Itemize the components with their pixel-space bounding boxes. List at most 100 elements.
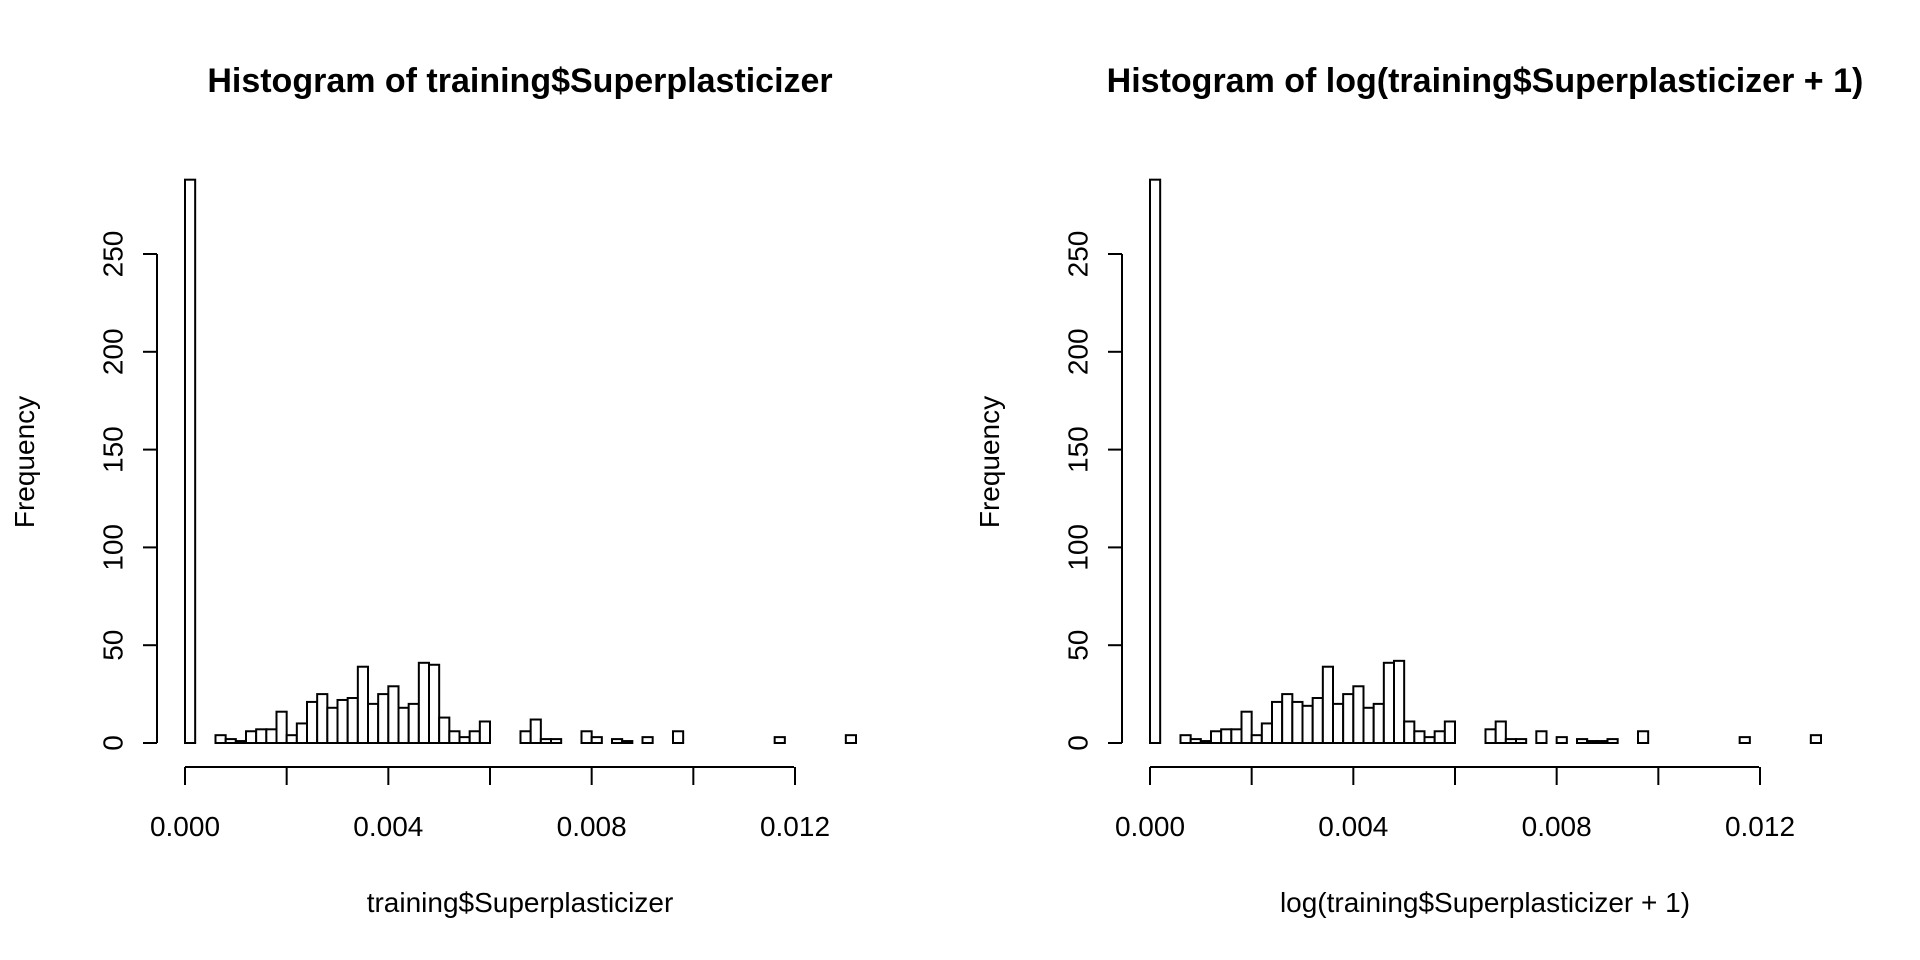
histogram-bar [1738,736,1751,745]
x-tick-label: 0.008 [1522,811,1592,842]
histogram-bar [1413,730,1426,744]
histogram-bar [356,665,370,744]
histogram-bar [1515,738,1528,745]
y-tick-label: 150 [1063,426,1094,473]
histogram-bar [1240,710,1253,744]
histogram-bar [468,730,481,744]
histogram-bar [1403,720,1416,745]
histogram-bar [184,178,197,744]
histogram-bar [346,697,359,745]
x-axis: 0.000 0.004 0.008 0.012 [150,766,830,842]
histogram-bar [1494,720,1507,745]
histogram-bar [1596,740,1609,745]
y-tick-label: 250 [1063,231,1094,278]
histogram-bar [1586,740,1599,745]
histogram-bar [255,728,268,744]
histogram-bar [1372,702,1385,745]
histogram-bar [1149,178,1162,744]
histogram-bar [1271,700,1284,745]
histogram-bar [1332,702,1345,745]
histogram-bar [1443,720,1457,745]
histogram-bar [295,722,309,745]
histogram-bar [428,663,441,745]
y-tick-label: 100 [1063,524,1094,571]
y-tick-label: 200 [1063,328,1094,375]
histogram-bar [214,734,227,745]
histogram-bar [478,720,492,745]
histogram-bar [234,740,247,745]
x-tick-label: 0.012 [1725,811,1795,842]
histogram-bar [1352,685,1365,744]
y-tick-group: 0 50 100 150 200 250 [1063,231,1122,751]
histogram-bar [1250,734,1263,745]
histogram-bar [326,706,339,744]
histogram-bar [529,718,542,745]
histogram-bar [438,716,451,745]
histogram-bar [377,693,390,744]
histogram-bar [367,702,380,745]
histogram-bar [1220,728,1233,744]
x-tick-label: 0.000 [1115,811,1185,842]
x-axis: 0.000 0.004 0.008 0.012 [1115,766,1795,842]
y-tick-label: 100 [98,524,129,571]
histogram-bar [1393,659,1406,745]
histogram-bar [448,730,461,744]
histogram-bar [265,728,278,744]
histogram-bar [387,685,400,744]
x-tick-label: 0.000 [150,811,220,842]
y-axis-label: Frequency [9,396,40,528]
y-axis: 0 50 100 150 200 250 [1063,231,1123,751]
histogram-bar [1342,693,1355,744]
bar-group [184,178,857,745]
y-tick-label: 150 [98,426,129,473]
y-axis-label: Frequency [974,396,1005,528]
y-tick-label: 50 [98,630,129,661]
histogram-bar [580,730,593,744]
y-tick-label: 200 [98,328,129,375]
x-axis-label: log(training$Superplasticizer + 1) [1280,887,1690,918]
histogram-bar [590,736,603,745]
histogram-bar [306,700,319,745]
histogram-bar [1504,738,1518,745]
y-tick-label: 0 [1063,735,1094,751]
histogram-bar [397,706,410,744]
histogram-bar [844,734,857,745]
y-tick-group: 0 50 100 150 200 250 [98,231,157,751]
histogram-bar [275,710,288,744]
panel-left: Histogram of training$Superplasticizer 0… [9,62,857,918]
histogram-bar [1423,736,1436,745]
x-tick-group: 0.000 0.004 0.008 0.012 [150,767,830,842]
histogram-bar [1809,734,1823,745]
histogram-bar [1555,736,1568,745]
x-axis-label: training$Superplasticizer [367,887,674,918]
histogram-bar [621,740,634,745]
y-tick-label: 0 [98,735,129,751]
histogram-bar [224,738,237,745]
y-tick-label: 250 [98,231,129,278]
histogram-bar [417,661,431,745]
x-tick-label: 0.008 [557,811,627,842]
histogram-bar [1199,740,1213,745]
chart-title: Histogram of training$Superplasticizer [207,62,832,100]
x-tick-group: 0.000 0.004 0.008 0.012 [1115,767,1795,842]
bar-group [1149,178,1823,745]
histogram-bar [1606,738,1619,745]
histogram-bar [1576,738,1589,745]
histogram-bar [1362,706,1375,744]
histogram-bar [1321,665,1335,744]
histogram-bar [245,730,258,744]
histogram-bar [1260,722,1274,745]
x-tick-label: 0.012 [760,811,830,842]
x-tick-label: 0.004 [1318,811,1388,842]
chart-title: Histogram of log(training$Superplasticiz… [1107,62,1864,100]
histogram-bar [336,698,349,745]
histogram-bar [316,693,329,744]
histogram-bar [1311,697,1324,745]
histogram-bar [773,736,786,745]
histogram-bar [1433,730,1446,744]
histogram-bar [1281,693,1294,744]
histogram-bar [1291,700,1304,745]
histogram-bar [1382,661,1396,745]
histogram-bar [519,730,532,744]
